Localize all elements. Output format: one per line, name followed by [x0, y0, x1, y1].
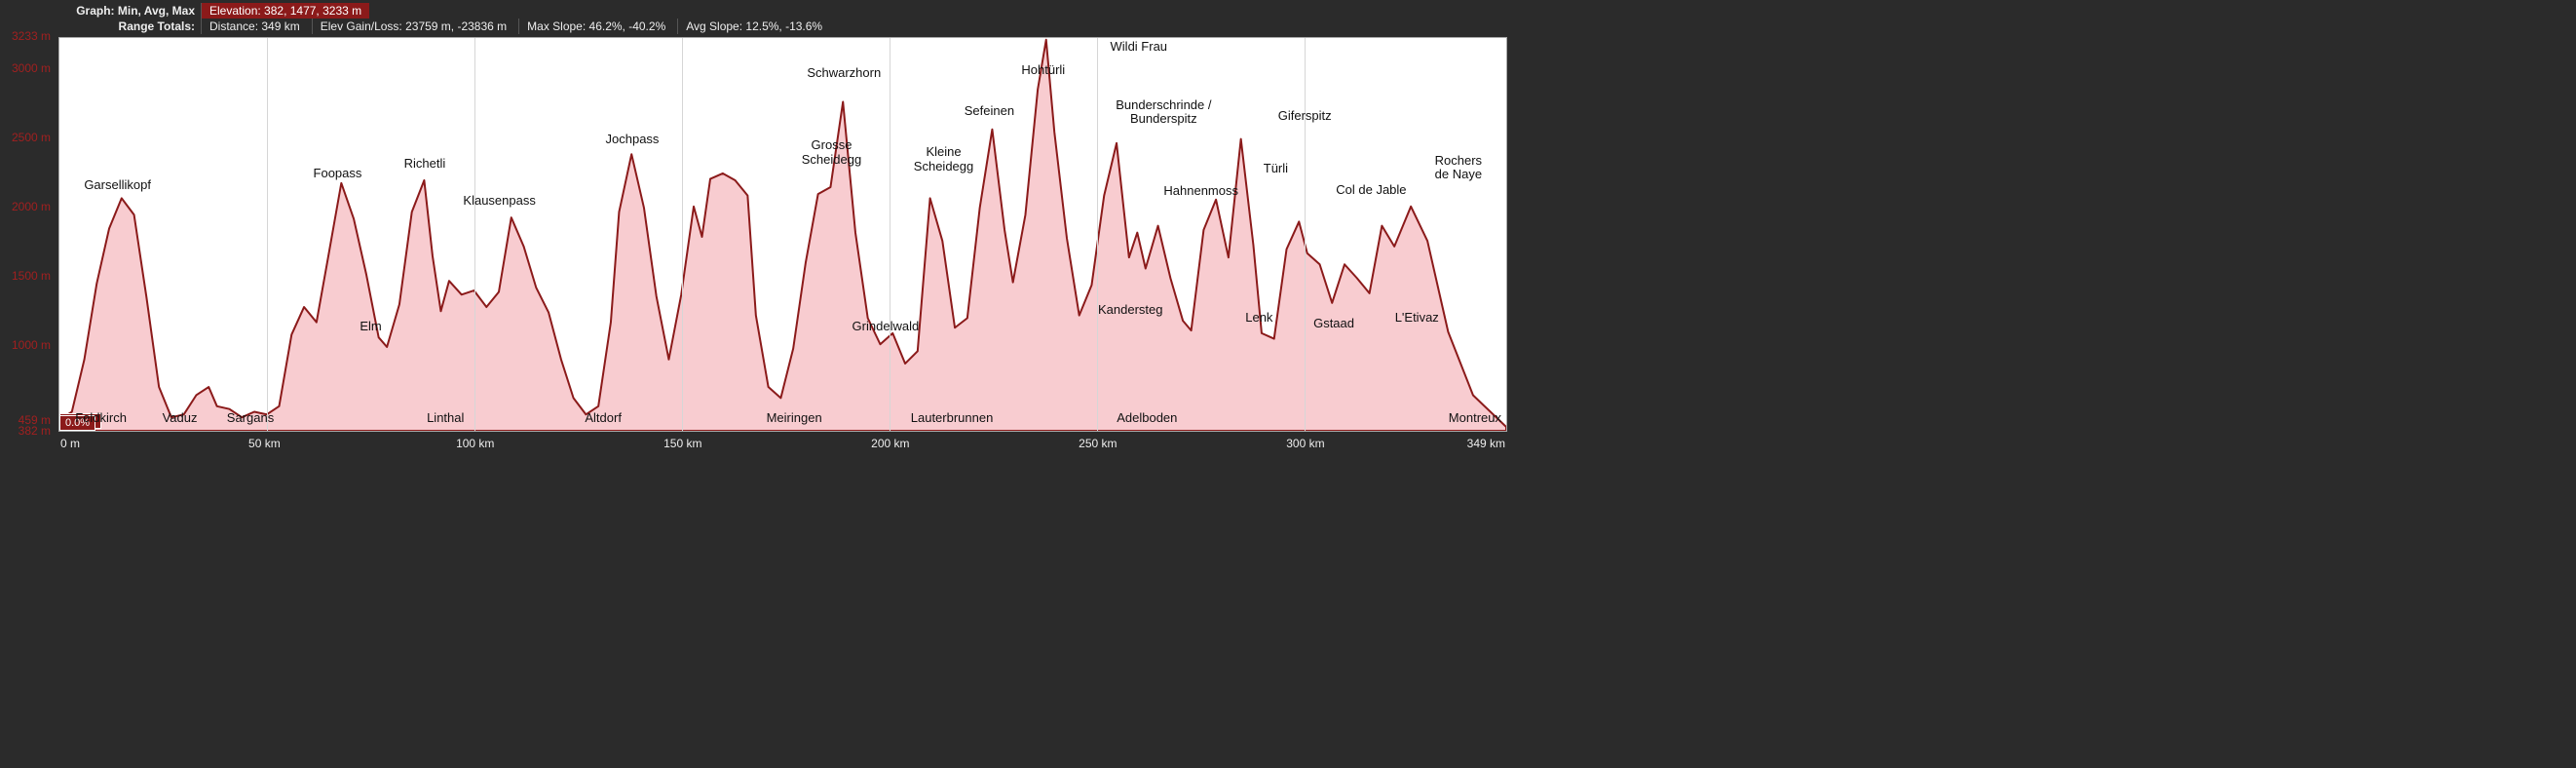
elevation-value: 382, 1477, 3233 m: [264, 4, 361, 18]
gridline: [267, 38, 268, 431]
gridline: [682, 38, 683, 431]
maxslope-stat: Max Slope: 46.2%, -40.2%: [518, 19, 673, 34]
elevation-stat: Elevation: 382, 1477, 3233 m: [201, 3, 369, 19]
distance-stat: Distance: 349 km: [201, 19, 308, 34]
x-tick-label: 250 km: [1079, 437, 1117, 450]
y-tick-label: 1500 m: [0, 269, 51, 283]
elevation-chart[interactable]: 459 m 0.0% GarsellikopfFeldkirchVaduzSar…: [58, 37, 1507, 432]
y-tick-label: 1000 m: [0, 338, 51, 352]
gridline: [474, 38, 475, 431]
elevation-chart-panel: Graph: Min, Avg, Max Elevation: 382, 147…: [0, 0, 1520, 453]
y-tick-label: 3000 m: [0, 61, 51, 75]
x-tick-label: 300 km: [1286, 437, 1324, 450]
x-tick-label: 0 m: [60, 437, 80, 450]
x-tick-label: 50 km: [248, 437, 281, 450]
y-tick-label: 3233 m: [0, 29, 51, 43]
x-tick-label: 200 km: [871, 437, 909, 450]
y-tick-label: 2000 m: [0, 200, 51, 213]
gainloss-stat: Elev Gain/Loss: 23759 m, -23836 m: [312, 19, 514, 34]
elevation-profile: [59, 38, 1506, 431]
avgslope-stat: Avg Slope: 12.5%, -13.6%: [677, 19, 830, 34]
y-tick-label: 459 m: [0, 413, 51, 427]
x-axis: 0 m 50 km 100 km 150 km 200 km 250 km 300 km 34…: [58, 432, 1507, 453]
gridline: [1305, 38, 1306, 431]
x-tick-label: 100 km: [456, 437, 494, 450]
chart-header: Graph: Min, Avg, Max Elevation: 382, 147…: [44, 3, 1510, 34]
y-tick-label: 2500 m: [0, 131, 51, 144]
x-tick-label: 150 km: [663, 437, 701, 450]
slope-badge: 0.0%: [59, 415, 95, 431]
elevation-key: Elevation:: [209, 4, 261, 18]
range-totals-label: Range Totals:: [44, 19, 201, 33]
gridline: [1097, 38, 1098, 431]
x-tick-label: 349 km: [1467, 437, 1505, 450]
graph-mode-label: Graph: Min, Avg, Max: [44, 4, 201, 18]
